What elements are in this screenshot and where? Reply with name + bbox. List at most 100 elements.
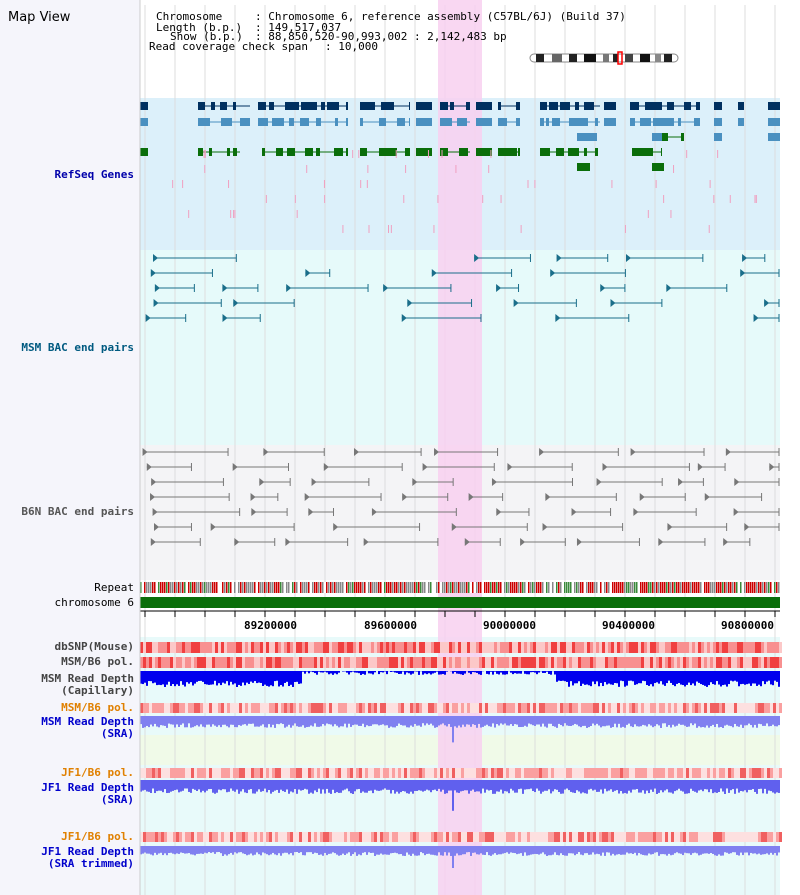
msm-pol2-heat: [452, 703, 455, 713]
msm-depth-cap-bar: [402, 671, 404, 672]
msm-depth-sra-bar: [590, 716, 592, 726]
gene-exon: [645, 102, 657, 110]
msm-depth-cap-bar: [768, 671, 770, 681]
jf1-depth-sra-bar: [140, 780, 142, 792]
repeat-mark: [668, 582, 670, 593]
msm-bac-pair-end: [610, 299, 616, 307]
repeat-mark: [622, 582, 624, 593]
gene-exon: [591, 102, 594, 110]
msm-depth-sra-bar: [624, 716, 626, 728]
track-label-b6n-bac[interactable]: B6N BAC end pairs: [21, 505, 134, 518]
gene-exon: [647, 118, 651, 126]
jf1-pol-heat: [407, 768, 410, 778]
repeat-mark: [340, 582, 342, 593]
msm-pol-heat: [596, 657, 599, 668]
gene-exon: [604, 118, 616, 126]
msm-pol-heat: [242, 657, 245, 668]
dbsnp-heat: [665, 642, 668, 653]
msm-depth-sra-bar: [212, 716, 214, 725]
show-value: : 88,850,520-90,993,002 : 2,142,483 bp: [255, 30, 507, 43]
repeat-mark: [398, 582, 400, 593]
jf1-depth-trim-bar: [538, 846, 540, 855]
refseq-minor-mark: [663, 195, 665, 203]
msm-depth-sra-bar: [560, 716, 562, 726]
jf1-pol2-heat: [278, 832, 281, 842]
jf1-pol2-heat: [440, 832, 443, 842]
msm-depth-sra-bar: [482, 716, 484, 727]
jf1-depth-trim-bar: [638, 846, 640, 854]
jf1-depth-trim-bar: [540, 846, 542, 854]
msm-depth-cap-bar: [234, 671, 236, 684]
msm-depth-sra-bar: [216, 716, 218, 727]
refseq-minor-mark: [717, 150, 719, 158]
msm-pol-heat: [611, 657, 614, 668]
jf1-pol-heat: [440, 768, 443, 778]
jf1-depth-sra-bar: [750, 780, 752, 790]
msm-pol2-heat: [692, 703, 695, 713]
repeat-mark: [216, 582, 218, 593]
jf1-depth-sra-bar: [612, 780, 614, 792]
msm-depth-sra-bar: [474, 716, 476, 725]
jf1-pol2-heat: [602, 832, 605, 842]
gene-exon: [768, 118, 780, 126]
jf1-depth-trim-bar: [336, 846, 338, 855]
msm-depth-sra-bar: [734, 716, 736, 724]
dbsnp-heat: [206, 642, 209, 653]
msm-depth-cap-bar: [686, 671, 688, 685]
repeat-mark: [376, 582, 378, 593]
jf1-depth-sra-bar: [376, 780, 378, 791]
msm-depth-sra-bar: [610, 716, 612, 728]
refseq-minor-mark: [182, 180, 184, 188]
dbsnp-heat: [710, 642, 713, 653]
jf1-pol-heat: [647, 768, 650, 778]
jf1-depth-trim-bar: [582, 846, 584, 856]
dbsnp-heat: [494, 642, 497, 653]
jf1-depth-trim-bar: [578, 846, 580, 853]
msm-pol2-heat: [749, 703, 752, 713]
msm-depth-cap-bar: [334, 671, 336, 674]
track-label-msm-bac[interactable]: MSM BAC end pairs: [21, 341, 134, 354]
msm-depth-sra-bar: [488, 716, 490, 727]
msm-depth-sra-bar: [214, 716, 216, 726]
jf1-pol-heat: [218, 768, 221, 778]
jf1-pol-heat: [605, 768, 608, 778]
track-label-refseq[interactable]: RefSeq Genes: [54, 168, 134, 181]
gene-exon: [540, 118, 544, 126]
jf1-pol2-heat: [371, 832, 374, 842]
jf1-depth-trim-bar: [600, 846, 602, 856]
jf1-pol-heat: [635, 768, 638, 778]
msm-depth-sra-bar: [662, 716, 664, 724]
jf1-pol-heat: [599, 768, 602, 778]
gene-exon: [577, 118, 584, 126]
dbsnp-heat: [185, 642, 188, 653]
msm-pol-heat: [443, 657, 446, 668]
jf1-depth-trim-bar: [302, 846, 304, 856]
jf1-pol-heat: [188, 768, 191, 778]
jf1-depth-trim-bar: [192, 846, 194, 855]
jf1-depth-trim-bar: [280, 846, 282, 856]
dbsnp-heat: [458, 642, 461, 653]
msm-depth-cap-bar: [632, 671, 634, 682]
jf1-depth-trim-bar: [454, 846, 456, 856]
jf1-depth-sra-bar: [258, 780, 260, 790]
msm-pol2-heat: [503, 703, 506, 713]
jf1-pol2-heat: [188, 832, 191, 842]
repeat-mark: [410, 582, 412, 593]
jf1-depth-sra-bar: [614, 780, 616, 791]
jf1-depth-sra-bar: [144, 780, 146, 790]
jf1-depth-trim-bar: [526, 846, 528, 856]
msm-depth-sra-bar: [540, 716, 542, 727]
repeat-mark: [664, 582, 666, 593]
msm-pol-heat: [158, 657, 161, 668]
jf1-depth-sra-bar: [412, 780, 414, 794]
jf1-pol2-heat: [764, 832, 767, 842]
jf1-pol-heat: [524, 768, 527, 778]
jf1-depth-trim-bar: [722, 846, 724, 856]
jf1-pol-heat: [437, 768, 440, 778]
msm-depth-cap-bar: [286, 671, 288, 682]
jf1-pol2-heat: [422, 832, 425, 842]
jf1-pol2-heat: [185, 832, 188, 842]
jf1-pol-heat: [767, 768, 770, 778]
